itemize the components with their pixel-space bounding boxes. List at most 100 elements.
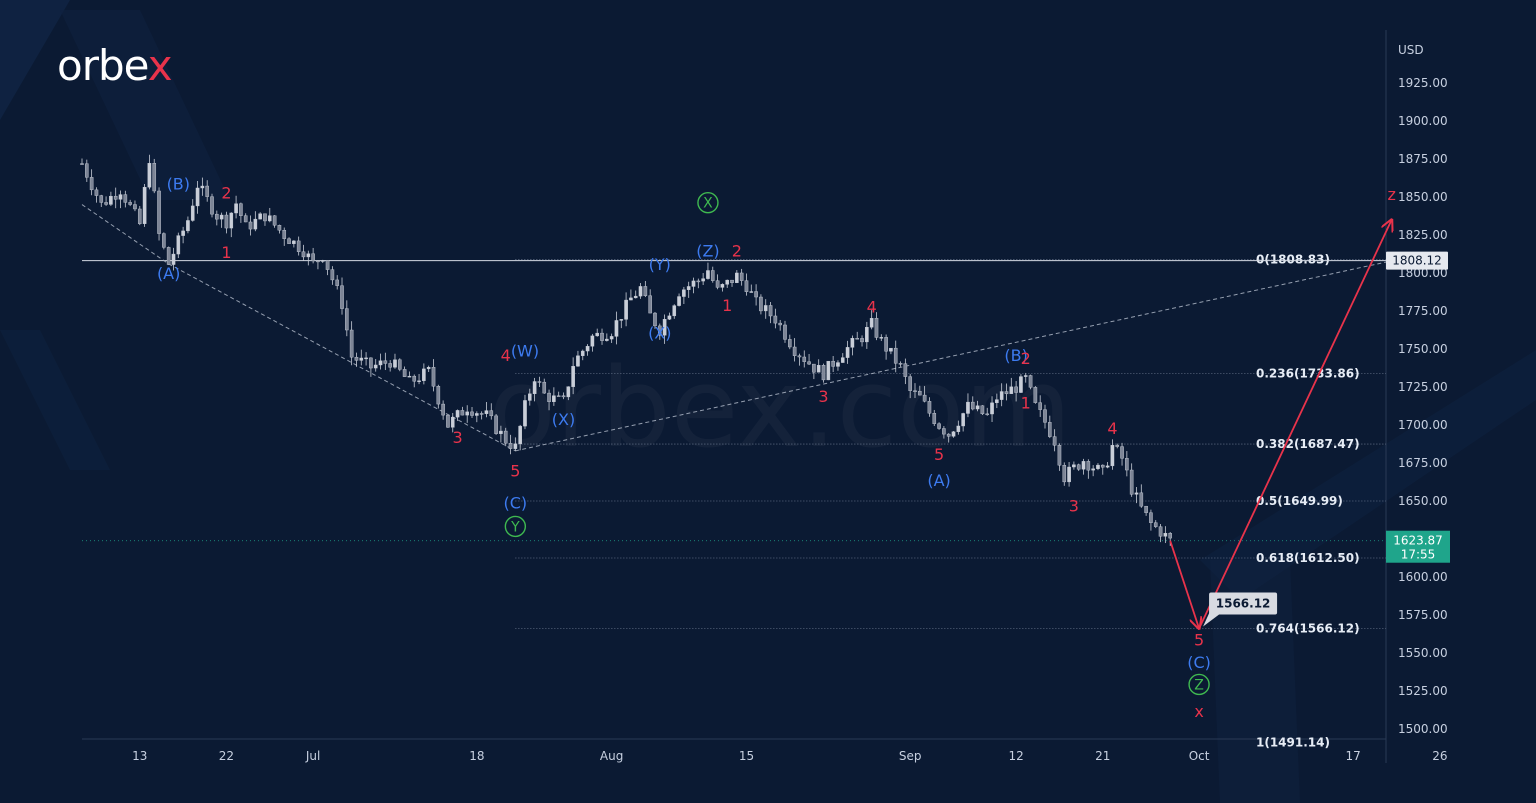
candle-body [272,215,277,226]
candle-body [763,305,768,312]
candle-body [826,360,831,381]
fib-label: 1(1491.14) [1256,735,1330,749]
candle-body [508,443,513,449]
candle-body [556,395,561,397]
candle-body [1158,526,1163,537]
candle-body [210,196,214,215]
candle-body [475,413,479,416]
wave-label: 3 [818,387,828,406]
candle-body [845,347,850,358]
candle-body [1105,465,1110,468]
fib-label: 0.764(1566.12) [1256,621,1360,635]
candle-body [537,381,542,383]
candle-body [821,365,826,381]
candles [80,154,1172,546]
candle-body [402,369,407,377]
candle-body [879,337,884,339]
wave-label: 3 [1069,497,1079,516]
candle-body [918,390,922,396]
candle-body [94,189,99,196]
candle-body [1153,522,1158,527]
candle-body [359,357,364,361]
y-tick-label: 1900.00 [1398,114,1448,128]
candle-body [614,320,619,337]
candle-body [349,329,354,358]
candle-body [638,286,643,297]
candle-body [1139,492,1144,507]
candle-body [128,202,132,205]
wave-label: (C) [1187,653,1211,672]
x-tick-label: Jul [305,749,320,763]
candle-body [1149,512,1153,523]
candle-body [576,355,580,367]
candle-body [176,235,181,255]
wave-label: (Y) [649,255,671,274]
candle-body [1115,444,1120,447]
candle-body [340,285,344,309]
candle-body [744,280,749,292]
candle-body [186,220,190,232]
candle-body [1144,505,1148,513]
candle-body [450,416,455,428]
y-tick-label: 1525.00 [1398,684,1448,698]
candle-body [239,203,243,216]
y-tick-label: 1600.00 [1398,570,1448,584]
candle-body [190,205,195,221]
fib-label: 0.236(1733.86) [1256,367,1360,381]
target-label: 1566.12 [1216,596,1271,610]
wave-label: 4 [501,346,511,365]
candle-body [503,430,508,444]
fib-label: 0(1808.83) [1256,253,1330,267]
candle-body [133,204,137,210]
candle-body [1023,375,1028,377]
wave-label: (A) [927,471,950,490]
candle-body [552,395,556,402]
last-price-tag [1386,530,1450,563]
candle-body [1168,533,1172,539]
candle-body [267,215,272,222]
target-tag [1209,592,1278,615]
wave-label: (B) [1004,346,1027,365]
wave-circle [697,191,719,214]
candle-body [542,381,547,394]
candle-body [523,400,527,427]
y-tick-label: 1775.00 [1398,304,1448,318]
trendline [515,260,1392,452]
candle-body [200,185,205,189]
wave-label: (C) [504,494,528,513]
candle-body [166,247,171,265]
candle-body [913,390,917,392]
currency-label: USD [1398,43,1424,57]
wave-label: X [703,196,713,212]
candle-body [942,428,946,435]
candle-body [518,425,522,445]
candle-body [1120,446,1124,459]
candle-body [80,163,84,165]
candle-body [797,355,802,358]
candle-body [85,163,89,178]
candle-body [460,410,465,416]
x-tick-label: 26 [1432,749,1447,763]
y-tick-label: 1650.00 [1398,494,1448,508]
candle-body [1129,469,1134,495]
candle-body [494,415,498,434]
candle-body [383,360,388,364]
candle-body [1052,436,1057,446]
candle-body [682,289,686,297]
candle-body [1100,464,1105,468]
candle-body [595,332,600,337]
wave-label: 1 [722,296,732,315]
candle-body [109,195,113,205]
candle-body [710,270,715,281]
candle-body [956,425,961,432]
wave-label: 2 [732,241,742,260]
candle-body [643,286,648,296]
candle-body [142,186,147,224]
orbex-logo: orbex [57,41,173,90]
candle-body [479,413,484,415]
wave-label: 3 [452,428,462,447]
forecast-arrows [1169,220,1391,629]
candle-body [345,308,349,331]
candle-body [648,295,652,314]
